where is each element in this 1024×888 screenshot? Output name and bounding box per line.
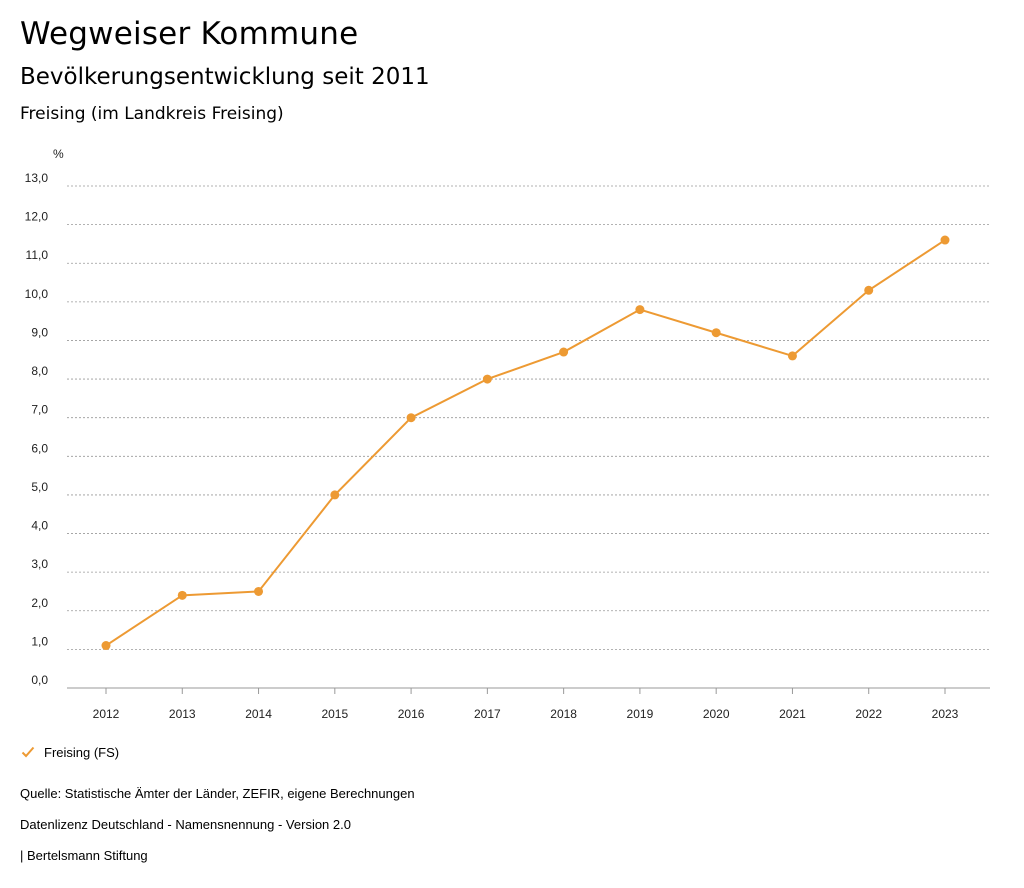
y-tick-label: 8,0 bbox=[31, 364, 48, 378]
data-point[interactable] bbox=[559, 347, 569, 357]
y-tick-label: 9,0 bbox=[31, 325, 48, 339]
x-tick-label: 2023 bbox=[932, 707, 959, 721]
data-point[interactable] bbox=[254, 586, 264, 596]
y-tick-label: 11,0 bbox=[26, 248, 49, 262]
data-point[interactable] bbox=[787, 351, 797, 361]
y-tick-label: 12,0 bbox=[25, 210, 49, 224]
page-title: Wegweiser Kommune bbox=[20, 16, 359, 52]
y-tick-label: 4,0 bbox=[31, 519, 48, 533]
y-tick-label: 10,0 bbox=[25, 287, 49, 301]
data-point[interactable] bbox=[406, 413, 416, 423]
x-axis-ticks: 2012 2013 2014 2015 2016 2017 2018 2019 2020 2021… bbox=[93, 688, 959, 721]
data-point[interactable] bbox=[940, 235, 950, 245]
y-axis-unit-label: % bbox=[53, 147, 64, 161]
data-point[interactable] bbox=[864, 285, 874, 295]
x-tick-label: 2022 bbox=[855, 707, 882, 721]
data-point[interactable] bbox=[711, 328, 721, 338]
publisher-link[interactable]: | Bertelsmann Stiftung bbox=[20, 848, 148, 863]
region-label: Freising (im Landkreis Freising) bbox=[20, 104, 284, 124]
license-note: Datenlizenz Deutschland - Namensnennung … bbox=[20, 817, 351, 832]
x-tick-label: 2020 bbox=[703, 707, 730, 721]
grid-lines bbox=[67, 185, 990, 689]
legend-item-freising[interactable]: Freising (FS) bbox=[20, 744, 119, 760]
x-tick-label: 2017 bbox=[474, 707, 501, 721]
y-axis-ticks: 0,0 1,0 2,0 3,0 4,0 5,0 6,0 7,0 8,0 9,0 10,0 11,0 12… bbox=[25, 171, 49, 687]
y-tick-label: 2,0 bbox=[31, 596, 48, 610]
chart-subtitle: Bevölkerungsentwicklung seit 2011 bbox=[20, 64, 430, 90]
x-tick-label: 2021 bbox=[779, 707, 806, 721]
check-icon bbox=[20, 744, 36, 760]
data-point[interactable] bbox=[330, 490, 340, 500]
x-tick-label: 2012 bbox=[93, 707, 120, 721]
x-tick-label: 2016 bbox=[398, 707, 425, 721]
x-tick-label: 2015 bbox=[321, 707, 348, 721]
line-chart: % 0,0 1,0 2,0 3,0 4,0 5,0 6,0 7,0 8,0 9,0 10,0 11,0… bbox=[25, 147, 990, 721]
x-tick-label: 2019 bbox=[627, 707, 654, 721]
legend-label: Freising (FS) bbox=[44, 744, 120, 760]
y-tick-label: 6,0 bbox=[31, 441, 48, 455]
data-point[interactable] bbox=[101, 641, 111, 651]
x-tick-label: 2018 bbox=[550, 707, 577, 721]
y-tick-label: 0,0 bbox=[31, 673, 48, 687]
data-point[interactable] bbox=[482, 374, 492, 384]
source-note: Quelle: Statistische Ämter der Länder, Z… bbox=[20, 786, 415, 801]
data-point[interactable] bbox=[635, 305, 645, 315]
x-tick-label: 2014 bbox=[245, 707, 272, 721]
y-tick-label: 13,0 bbox=[25, 171, 49, 185]
x-tick-label: 2013 bbox=[169, 707, 196, 721]
y-tick-label: 7,0 bbox=[31, 403, 48, 417]
y-tick-label: 5,0 bbox=[31, 480, 48, 494]
series-layer bbox=[101, 235, 950, 651]
series-line bbox=[105, 239, 946, 647]
y-tick-label: 3,0 bbox=[31, 557, 48, 571]
y-tick-label: 1,0 bbox=[31, 634, 48, 648]
data-point[interactable] bbox=[177, 590, 187, 600]
